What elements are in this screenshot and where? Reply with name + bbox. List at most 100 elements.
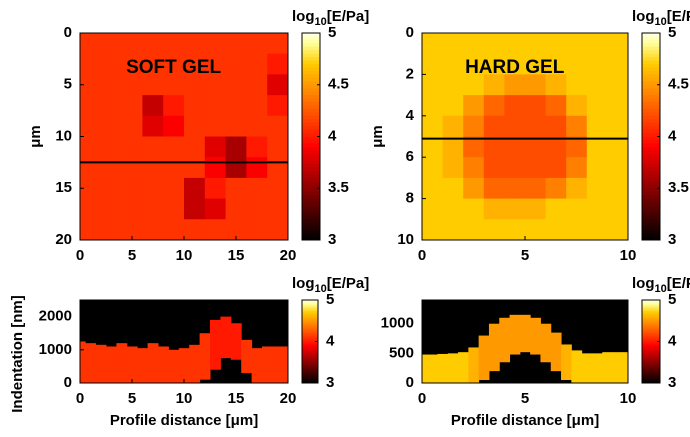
colorbar-strip bbox=[642, 304, 660, 307]
heatmap-cell bbox=[225, 115, 247, 137]
colorbar-tick-label: 4.5 bbox=[668, 76, 689, 93]
heatmap-cell bbox=[246, 177, 268, 200]
heatmap-cell bbox=[442, 136, 464, 158]
heatmap-cell bbox=[204, 198, 227, 220]
heatmap-cell bbox=[100, 53, 123, 75]
y-axis-label: Indentation [nm] bbox=[9, 295, 26, 412]
heatmap-cell bbox=[204, 136, 227, 158]
colorbar-strip bbox=[302, 317, 318, 320]
heatmap-cell bbox=[142, 74, 164, 96]
heatmap-cell bbox=[525, 136, 547, 158]
colorbar-tick-label: 4.5 bbox=[328, 76, 349, 93]
heatmap-cell bbox=[463, 219, 485, 241]
colorbar-strip bbox=[642, 119, 660, 124]
colorbar-strip bbox=[642, 133, 660, 137]
colorbar-strip bbox=[642, 317, 660, 320]
colorbar-strip bbox=[302, 98, 320, 103]
colorbar-strip bbox=[302, 329, 318, 331]
profile-column bbox=[550, 332, 562, 372]
colorbar-strip bbox=[302, 360, 318, 363]
heatmap-cell bbox=[586, 95, 608, 117]
colorbar-strip bbox=[642, 337, 660, 340]
colorbar-strip bbox=[642, 53, 660, 58]
profile-column bbox=[571, 350, 583, 383]
colorbar-strip bbox=[642, 341, 660, 344]
heatmap-cell bbox=[545, 219, 567, 241]
heatmap-cell bbox=[586, 33, 608, 55]
heatmap-cell bbox=[163, 219, 185, 241]
colorbar-strip bbox=[642, 309, 660, 312]
heatmap-cell bbox=[607, 157, 629, 179]
colorbar-strip bbox=[302, 355, 318, 358]
colorbar-strip bbox=[642, 81, 660, 86]
colorbar-strip bbox=[302, 338, 318, 341]
heatmap-cell bbox=[422, 95, 444, 117]
profile-column bbox=[189, 344, 201, 383]
colorbar-strip bbox=[302, 102, 320, 106]
heatmap-cell bbox=[225, 53, 247, 75]
heatmap-cell bbox=[80, 53, 102, 75]
heatmap-cell bbox=[566, 157, 588, 179]
colorbar-strip bbox=[302, 236, 320, 241]
colorbar-strip bbox=[302, 330, 318, 333]
colorbar-strip bbox=[642, 335, 660, 338]
heatmap-cell bbox=[504, 53, 526, 75]
colorbar-strip bbox=[642, 333, 660, 336]
profile-column bbox=[530, 317, 541, 355]
heatmap-cell bbox=[121, 219, 143, 241]
heatmap-cell bbox=[442, 53, 464, 75]
profile-column bbox=[427, 354, 438, 383]
heatmap-cell bbox=[525, 219, 547, 241]
colorbar-strip bbox=[642, 358, 660, 360]
heatmap-cell bbox=[504, 136, 526, 158]
heatmap-cell bbox=[100, 136, 123, 158]
heatmap-cell bbox=[545, 74, 567, 96]
colorbar-label-text: log bbox=[632, 275, 655, 292]
colorbar-strip bbox=[642, 202, 660, 206]
colorbar-strip bbox=[642, 160, 660, 165]
colorbar-label-sub: 10 bbox=[655, 16, 667, 28]
colorbar-label: log10[E/Pa] bbox=[292, 8, 369, 28]
colorbar-strip bbox=[642, 334, 660, 337]
colorbar-strip bbox=[642, 351, 660, 354]
colorbar-strip bbox=[642, 367, 660, 370]
profile-column bbox=[95, 344, 107, 383]
colorbar-strip bbox=[642, 327, 660, 330]
colorbar-strip bbox=[302, 349, 318, 352]
heatmap-cell bbox=[525, 33, 547, 55]
profile-column bbox=[282, 346, 289, 383]
colorbar-strip bbox=[642, 105, 660, 110]
heatmap-cell bbox=[463, 74, 485, 96]
colorbar-strip bbox=[302, 316, 318, 319]
colorbar-strip bbox=[302, 301, 318, 304]
colorbar-strip bbox=[642, 167, 660, 172]
colorbar-strip bbox=[302, 356, 318, 359]
heatmap-cell bbox=[422, 74, 444, 96]
colorbar-tick-label: 5 bbox=[326, 291, 334, 308]
colorbar-strip bbox=[302, 143, 320, 148]
colorbar-strip bbox=[642, 157, 660, 162]
colorbar-strip bbox=[642, 219, 660, 224]
heatmap-cell bbox=[80, 136, 102, 158]
colorbar-strip bbox=[642, 342, 660, 345]
profile-column bbox=[612, 352, 624, 383]
colorbar-strip bbox=[302, 112, 320, 117]
profile-column bbox=[262, 346, 273, 383]
colorbar-strip bbox=[302, 60, 320, 65]
heatmap-cell bbox=[204, 177, 227, 200]
colorbar-strip bbox=[642, 226, 660, 231]
colorbar-strip bbox=[642, 362, 660, 365]
x-tick-label: 15 bbox=[228, 390, 245, 407]
heatmap-cell bbox=[607, 33, 629, 55]
x-tick-label: 0 bbox=[76, 390, 84, 407]
colorbar-strip bbox=[642, 344, 660, 347]
heatmap-cell bbox=[607, 219, 629, 241]
heatmap-cell bbox=[525, 53, 547, 75]
annotation: HARD GEL bbox=[465, 57, 565, 78]
colorbar-strip bbox=[642, 326, 660, 329]
y-axis-label: μm bbox=[27, 125, 44, 148]
profile-column bbox=[106, 346, 117, 383]
heatmap-cell bbox=[442, 177, 464, 200]
